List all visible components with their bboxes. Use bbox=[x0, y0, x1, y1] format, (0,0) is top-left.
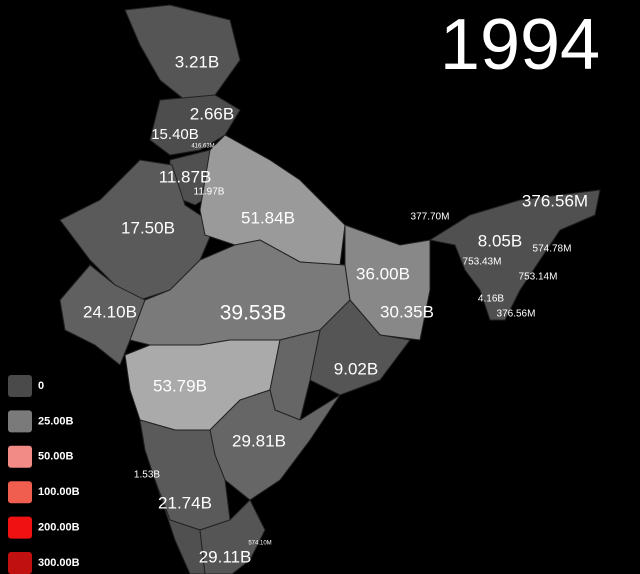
region-label: 11.97B bbox=[194, 187, 225, 198]
region-label: 11.87B bbox=[159, 167, 212, 186]
region-label: 51.84B bbox=[241, 208, 295, 227]
region-label: 24.10B bbox=[83, 302, 137, 321]
legend-swatch bbox=[8, 445, 32, 468]
region-label: 1.53B bbox=[134, 470, 160, 481]
region-labels: 3.21B 2.66B 15.40B 416.63M 11.87B 11.97B… bbox=[83, 52, 588, 566]
region-label: 574.10M bbox=[248, 541, 271, 547]
region-label: 21.74B bbox=[158, 493, 212, 512]
region-label: 753.14M bbox=[519, 272, 558, 283]
legend-swatch bbox=[8, 516, 32, 539]
region-label: 753.43M bbox=[463, 257, 502, 268]
legend-label: 0 bbox=[38, 380, 44, 392]
legend-swatch bbox=[8, 410, 32, 433]
region-label: 8.05B bbox=[478, 231, 522, 250]
legend-swatch bbox=[8, 552, 32, 574]
region-label: 17.50B bbox=[121, 218, 175, 237]
legend-label: 25.00B bbox=[38, 415, 74, 427]
year: 1994 bbox=[440, 5, 600, 85]
region-label: 36.00B bbox=[356, 264, 410, 283]
legend-label: 100.00B bbox=[38, 486, 80, 498]
legend-label: 200.00B bbox=[38, 522, 80, 534]
legend-label: 300.00B bbox=[38, 557, 80, 569]
region-label: 9.02B bbox=[334, 359, 378, 378]
region-label: 377.70M bbox=[411, 212, 450, 223]
region-label: 30.35B bbox=[380, 302, 434, 321]
region-label: 29.11B bbox=[199, 547, 252, 566]
region-label: 2.66B bbox=[190, 104, 234, 123]
states bbox=[59, 4, 601, 574]
legend-swatch bbox=[8, 481, 32, 504]
region-label: 574.78M bbox=[533, 244, 572, 255]
region-label: 53.79B bbox=[153, 376, 207, 395]
region-label: 4.16B bbox=[478, 294, 504, 305]
legend: 0 25.00B 50.00B 100.00B 200.00B 300.00B bbox=[8, 375, 80, 574]
legend-label: 50.00B bbox=[38, 451, 74, 463]
region-label: 416.63M bbox=[191, 144, 214, 150]
region-label: 15.40B bbox=[151, 126, 199, 143]
legend-swatch bbox=[8, 375, 32, 397]
region-label: 376.56M bbox=[497, 309, 536, 320]
region-label: 3.21B bbox=[175, 52, 219, 71]
region-label: 376.56M bbox=[522, 191, 588, 210]
region-label: 39.53B bbox=[220, 302, 287, 325]
region-label: 29.81B bbox=[232, 431, 286, 450]
